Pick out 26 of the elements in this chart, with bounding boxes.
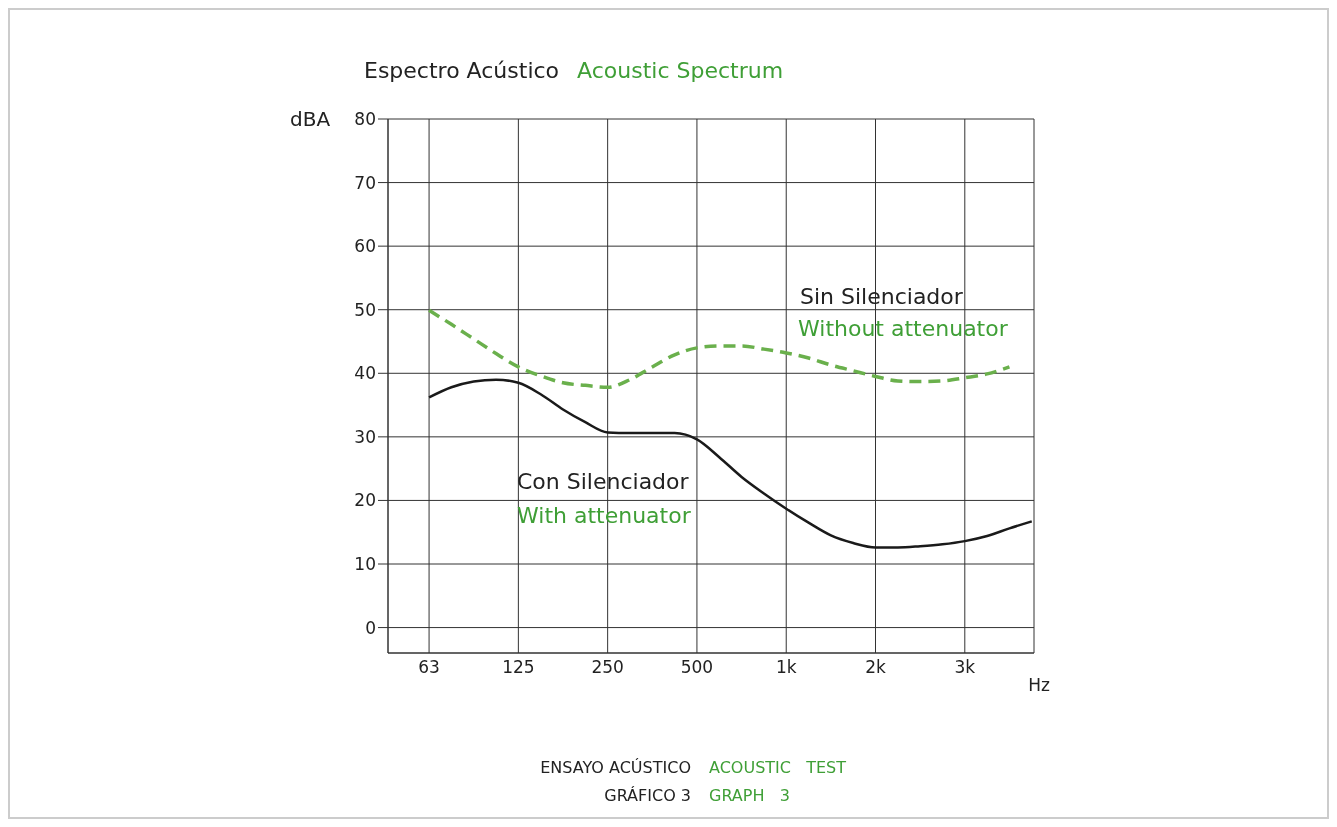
x-tick-label: 500 [680, 657, 714, 678]
text: ENSAYO ACÚSTICO [540, 758, 691, 777]
y-tick-label: 20 [354, 490, 376, 511]
y-axis-title: dBA [290, 107, 331, 131]
x-tick-label: 1k [775, 657, 797, 678]
y-tick-label: 30 [354, 426, 376, 447]
y-tick-label: 10 [354, 554, 376, 575]
y-tick-label: 0 [365, 617, 376, 638]
chart-title: Espectro Acústico [364, 58, 560, 83]
line-series [427, 378, 1034, 549]
x-tick-label: 3k [954, 657, 976, 678]
x-tick-label: 250 [591, 657, 624, 678]
y-tick-label: 40 [354, 363, 376, 384]
y-tick-label: 80 [354, 109, 376, 130]
y-tick-label: 70 [354, 172, 376, 193]
text: GRÁFICO 3 [604, 786, 691, 805]
caption: GRAPH 3 [709, 786, 790, 805]
x-tick-label: 2k [865, 657, 886, 678]
x-axis-title: Hz [1028, 675, 1051, 695]
line-series [427, 308, 1012, 390]
x-tick-label: 63 [418, 657, 440, 678]
chart-subtitle: Acoustic Spectrum [577, 58, 784, 83]
x-tick-label: 125 [502, 657, 535, 678]
y-tick-label: 50 [354, 299, 376, 320]
y-tick-label: 60 [354, 236, 376, 257]
text: ACOUSTIC TEST [709, 758, 847, 777]
